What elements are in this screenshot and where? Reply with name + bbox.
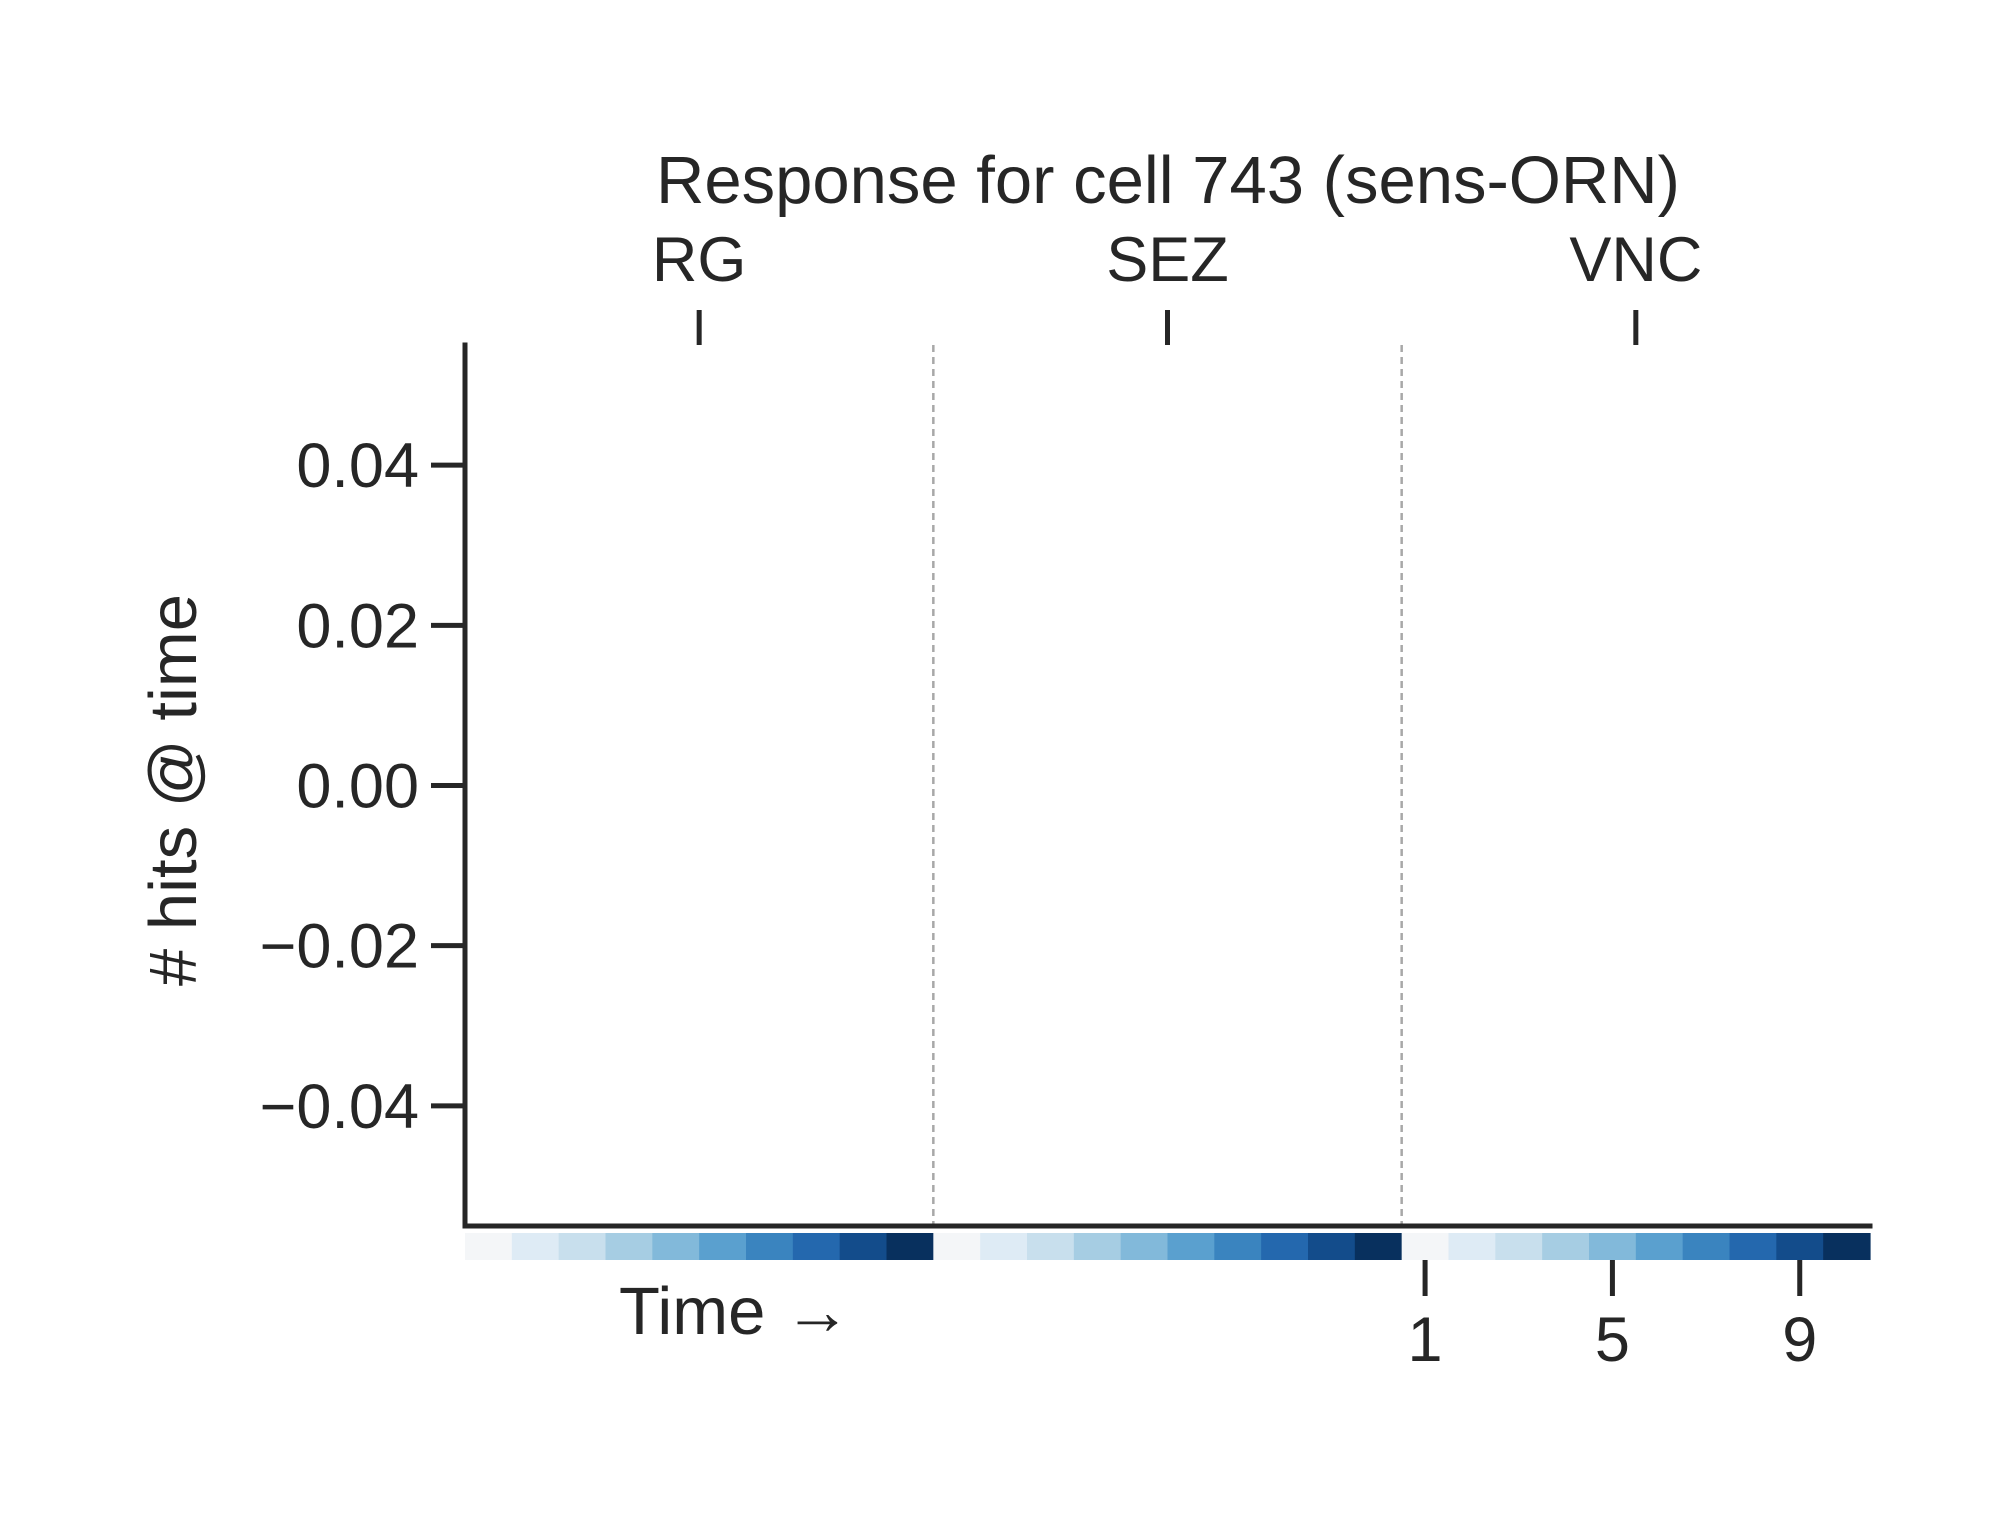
time-color-cell	[1261, 1233, 1309, 1260]
time-color-cell	[1308, 1233, 1356, 1260]
time-color-cell	[1729, 1233, 1777, 1260]
segment-label: RG	[652, 225, 747, 295]
time-color-cell	[511, 1233, 560, 1260]
time-color-cell	[886, 1233, 934, 1260]
x-tick-label: 5	[1595, 1305, 1630, 1375]
time-color-cell	[1448, 1233, 1496, 1260]
time-color-cell	[792, 1233, 841, 1260]
y-tick-label: 0.04	[296, 431, 419, 501]
time-color-cell	[933, 1233, 981, 1260]
time-color-cell	[839, 1233, 888, 1260]
segment-label: VNC	[1569, 225, 1702, 295]
time-color-cell	[1027, 1233, 1075, 1260]
y-tick-label: 0.02	[296, 591, 419, 661]
time-color-cell	[1354, 1233, 1403, 1260]
time-color-cell	[465, 1233, 513, 1260]
time-color-cell	[1635, 1233, 1684, 1260]
time-color-cell	[1073, 1233, 1122, 1260]
x-axis-label: Time →	[619, 1274, 851, 1349]
time-color-cell	[1682, 1233, 1731, 1260]
time-color-cell	[1167, 1233, 1215, 1260]
x-tick-label: 9	[1782, 1305, 1817, 1375]
time-color-cell	[558, 1233, 607, 1260]
time-color-cell	[1495, 1233, 1543, 1260]
time-color-cell	[1823, 1233, 1871, 1260]
segment-label: SEZ	[1106, 225, 1229, 295]
time-color-cell	[1542, 1233, 1590, 1260]
time-color-cell	[1589, 1233, 1637, 1260]
y-tick-label: −0.02	[260, 912, 419, 982]
time-color-cell	[980, 1233, 1028, 1260]
time-color-cell	[1401, 1233, 1450, 1260]
plot-area: 0.04 0.02 0.00 −0.02 −0.04 RG SEZ VNC 1 5 9	[260, 225, 1873, 1375]
time-color-cell	[699, 1233, 747, 1260]
time-color-cell	[746, 1233, 794, 1260]
chart-title: Response for cell 743 (sens-ORN)	[656, 143, 1680, 218]
y-tick-label: 0.00	[296, 752, 419, 822]
time-color-cell	[1776, 1233, 1824, 1260]
time-color-cell	[1120, 1233, 1169, 1260]
time-color-cell	[605, 1233, 653, 1260]
time-color-cell	[1214, 1233, 1262, 1260]
y-axis-label: # hits @ time	[136, 594, 211, 986]
y-tick-label: −0.04	[260, 1072, 419, 1142]
time-color-cell	[652, 1233, 700, 1260]
x-tick-label: 1	[1408, 1305, 1443, 1375]
